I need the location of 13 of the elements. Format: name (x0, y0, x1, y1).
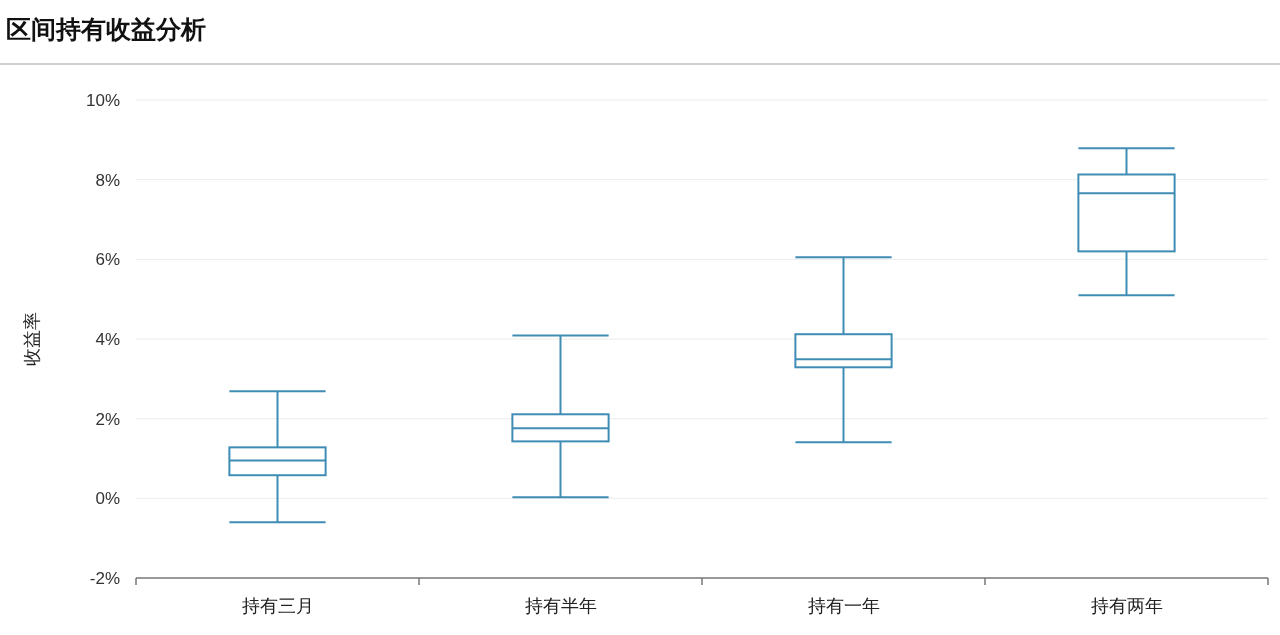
x-tick-label: 持有三月 (241, 596, 314, 616)
x-tick-label: 持有两年 (1090, 596, 1163, 616)
y-axis-title: 收益率 (22, 312, 42, 366)
chart-title: 区间持有收益分析 (6, 15, 206, 43)
y-tick-label: -2% (89, 569, 120, 588)
y-tick-label: 4% (95, 330, 120, 349)
y-tick-label: 2% (95, 409, 120, 429)
x-tick-label: 持有一年 (807, 596, 880, 616)
y-tick-label: 6% (95, 250, 120, 270)
y-tick-label: 0% (95, 489, 120, 509)
x-tick-label: 持有半年 (524, 596, 597, 616)
y-tick-label: 8% (95, 170, 120, 190)
y-tick-label: 10% (85, 91, 120, 110)
